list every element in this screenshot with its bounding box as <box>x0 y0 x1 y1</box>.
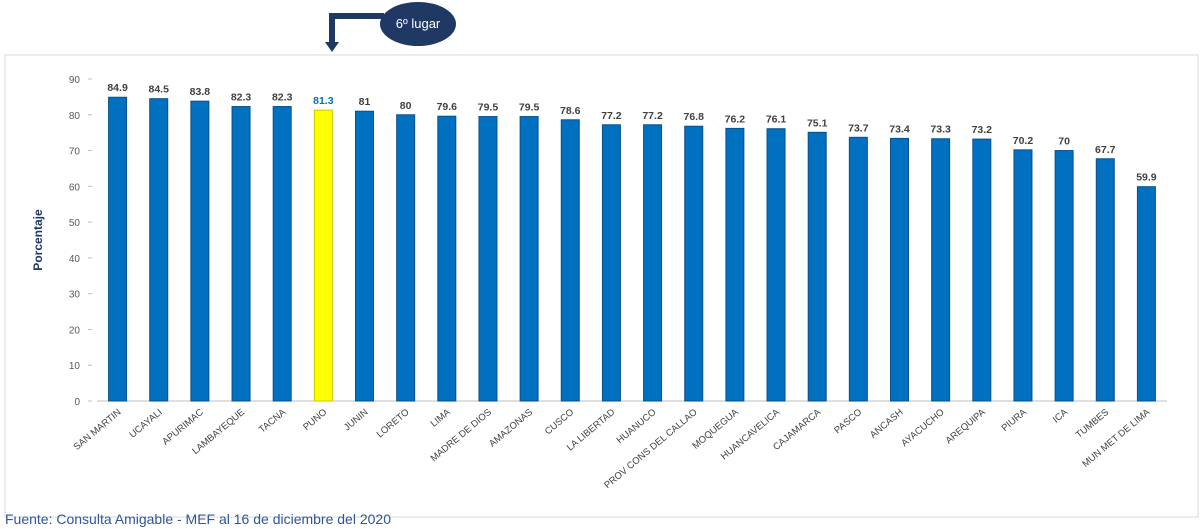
bar <box>313 109 333 402</box>
bar <box>684 125 704 402</box>
y-tick-label: 30 <box>69 290 81 301</box>
bar <box>519 116 539 402</box>
y-tick-label: 0 <box>74 397 80 408</box>
bar <box>437 115 457 402</box>
y-tick-label: 60 <box>69 182 81 193</box>
y-tick-label: 20 <box>69 325 81 336</box>
value-label: 70 <box>1058 136 1070 148</box>
bar <box>601 124 621 402</box>
bar <box>1013 149 1033 402</box>
value-label: 82.3 <box>272 92 293 104</box>
chart-frame <box>4 54 1199 518</box>
bar <box>355 110 374 402</box>
value-label: 73.3 <box>930 124 951 136</box>
callout-arrowhead <box>325 42 339 52</box>
y-tick-label: 50 <box>69 218 81 229</box>
x-tick-label: AMAZONAS <box>487 407 535 450</box>
bar <box>725 127 745 402</box>
value-label: 84.5 <box>149 84 170 96</box>
y-tick-label: 90 <box>69 75 81 86</box>
bar <box>1136 186 1156 402</box>
bar <box>848 136 868 402</box>
value-label: 77.2 <box>642 110 663 122</box>
value-label: 73.4 <box>889 123 910 135</box>
callout-arrow <box>329 13 384 44</box>
value-label: 75.1 <box>807 117 828 129</box>
value-label: 73.7 <box>848 122 869 134</box>
y-tick-label: 40 <box>69 254 81 265</box>
x-tick-label: TUMBES <box>1074 407 1111 441</box>
bar <box>931 138 951 402</box>
bar <box>396 114 416 402</box>
bar <box>560 119 580 402</box>
value-label: 78.6 <box>560 105 581 117</box>
x-tick-label: PIURA <box>1000 406 1030 434</box>
callout: 6º lugar <box>380 2 456 46</box>
value-label: 76.8 <box>684 111 705 123</box>
x-tick-label: AREQUIPA <box>944 406 989 446</box>
value-label: 81.3 <box>313 95 334 107</box>
bar <box>972 138 992 402</box>
x-tick-label: TACNA <box>257 406 289 435</box>
value-label: 59.9 <box>1136 172 1157 184</box>
y-tick-label: 70 <box>69 147 81 158</box>
x-tick-label: JUNIN <box>342 407 371 433</box>
source-note: Fuente: Consulta Amigable - MEF al 16 de… <box>5 511 391 527</box>
x-tick-label: AYACUCHO <box>899 407 946 449</box>
bar <box>643 124 663 402</box>
bar <box>231 106 251 402</box>
x-tick-label: LORETO <box>375 407 412 440</box>
value-label: 79.5 <box>519 102 540 114</box>
x-tick-label: ANCASH <box>868 407 906 441</box>
bar <box>1095 158 1115 402</box>
x-tick-label: CUSCO <box>543 407 576 437</box>
y-axis-label: Porcentaje <box>31 209 45 271</box>
value-label: 81 <box>359 96 371 108</box>
bar <box>149 98 169 402</box>
bar <box>190 100 210 402</box>
x-tick-label: SAN MARTIN <box>72 407 124 453</box>
x-tick-label: PASCO <box>832 407 864 436</box>
bar <box>478 116 498 402</box>
value-label: 76.2 <box>725 113 746 125</box>
bar <box>108 96 128 402</box>
value-label: 73.2 <box>972 124 993 136</box>
y-tick-label: 80 <box>69 111 81 122</box>
x-tick-label: LIMA <box>429 406 454 429</box>
value-label: 82.3 <box>231 92 252 104</box>
bar <box>272 106 292 402</box>
value-label: 67.7 <box>1095 144 1116 156</box>
x-tick-label: MUN MET DE LIMA <box>1080 406 1153 469</box>
x-tick-label: PUNO <box>301 407 329 433</box>
x-tick-label: UCAYALI <box>128 407 165 441</box>
value-label: 84.9 <box>107 82 128 94</box>
value-label: 77.2 <box>601 110 622 122</box>
value-label: 79.5 <box>478 102 499 114</box>
bar <box>1054 150 1074 402</box>
value-label: 79.6 <box>437 101 458 113</box>
bar <box>766 128 786 402</box>
x-tick-label: ICA <box>1051 406 1071 425</box>
bar <box>807 131 827 402</box>
bar <box>890 137 909 402</box>
value-label: 83.8 <box>190 86 211 98</box>
value-label: 70.2 <box>1013 135 1034 147</box>
value-label: 76.1 <box>766 114 787 126</box>
y-tick-label: 10 <box>69 361 81 372</box>
value-label: 80 <box>400 100 412 112</box>
